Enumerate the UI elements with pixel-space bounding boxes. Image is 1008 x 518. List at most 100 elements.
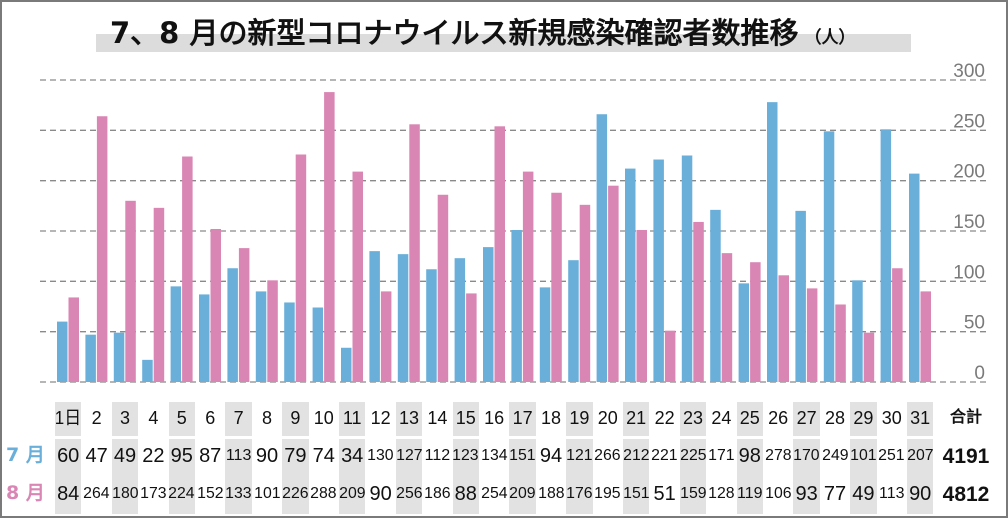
column-shade [566, 402, 593, 436]
day-label: 29 [849, 404, 877, 432]
august-value-text: 186 [424, 485, 451, 502]
day-label: 2 [82, 404, 110, 432]
august-value: 152 [196, 479, 224, 509]
july-value-text: 94 [539, 445, 563, 467]
day-label: 19 [565, 404, 593, 432]
column-shade [736, 402, 763, 436]
bar-august-9 [295, 154, 307, 382]
august-value-text: 176 [566, 485, 593, 502]
july-value-text: 123 [452, 447, 479, 464]
column-shade [225, 402, 252, 436]
august-value: 93 [792, 479, 820, 509]
bar-august-21 [636, 229, 647, 382]
day-label-text: 16 [484, 408, 505, 428]
bar-august-10 [324, 92, 335, 382]
column-shade [907, 402, 934, 436]
day-label: 6 [196, 404, 224, 432]
column-shade [395, 402, 423, 436]
bar-july-24 [710, 209, 721, 382]
bar-august-28 [835, 304, 846, 382]
column-shade [339, 402, 366, 436]
august-value: 226 [281, 479, 309, 509]
august-value: 176 [565, 479, 593, 509]
august-value: 106 [764, 479, 792, 509]
day-label: 23 [679, 404, 707, 432]
day-label: 15 [452, 404, 480, 432]
bar-july-8 [255, 291, 267, 382]
july-value-text: 90 [255, 445, 279, 467]
day-label: 8 [253, 404, 281, 432]
column-shade [623, 402, 650, 436]
bar-july-27 [795, 210, 806, 382]
column-shade [679, 402, 707, 436]
july-value-text: 60 [57, 445, 80, 467]
column-shade [395, 439, 423, 514]
day-label-text: 5 [176, 408, 187, 428]
august-value-text: 188 [537, 485, 565, 502]
august-value: 128 [707, 479, 735, 509]
bar-july-15 [454, 258, 466, 382]
day-label: 21 [622, 404, 650, 432]
july-value: 112 [423, 441, 451, 471]
bar-august-20 [608, 185, 619, 382]
day-label-text: 10 [313, 408, 334, 428]
july-value: 90 [253, 441, 281, 471]
august-total-text: 4812 [942, 482, 990, 506]
bar-july-11 [341, 347, 352, 382]
day-label-text: 7 [233, 408, 244, 428]
chart-title-text: 7、8 月の新型コロナウイルス新規感染確認者数推移 [110, 16, 799, 50]
august-value-text: 77 [823, 483, 847, 505]
august-value-text: 90 [369, 483, 392, 505]
july-value: 171 [707, 441, 735, 471]
day-label: 12 [366, 404, 394, 432]
total-header-text: 合計 [949, 409, 982, 426]
july-value: 95 [168, 441, 196, 471]
column-shade [850, 402, 877, 436]
day-label: 13 [395, 404, 423, 432]
bar-august-6 [210, 228, 221, 382]
july-value: 266 [594, 441, 622, 471]
july-value-text: 49 [113, 445, 137, 467]
august-value: 133 [224, 479, 252, 509]
day-label-text: 13 [398, 408, 419, 428]
bar-july-16 [483, 247, 494, 382]
bar-july-21 [625, 168, 636, 382]
july-value-text: 87 [199, 445, 222, 467]
bar-august-4 [153, 207, 165, 382]
bar-july-9 [284, 302, 295, 382]
august-value-text: 90 [909, 483, 932, 505]
day-label: 14 [423, 404, 451, 432]
y-tick-label: 50 [964, 313, 985, 334]
august-value: 51 [650, 479, 678, 509]
column-shade [111, 439, 139, 514]
day-label-text: 26 [768, 408, 789, 428]
day-label-text: 4 [148, 408, 159, 428]
july-value: 130 [366, 441, 394, 471]
bar-august-16 [494, 126, 505, 382]
july-value-text: 212 [622, 447, 650, 464]
bar-july-20 [596, 114, 608, 382]
bar-july-18 [539, 287, 551, 382]
day-label-text: 1日 [54, 408, 82, 428]
column-shade [55, 439, 82, 514]
day-label-text: 30 [881, 408, 902, 428]
column-shade [907, 439, 934, 514]
july-row-label: 7 月 [6, 444, 45, 466]
august-value-text: 173 [140, 485, 167, 502]
column-shade [736, 439, 763, 514]
column-shade [111, 402, 139, 436]
august-value-text: 152 [196, 485, 224, 502]
bar-august-30 [892, 268, 903, 382]
day-label-text: 8 [261, 408, 272, 428]
day-label-text: 17 [512, 408, 533, 428]
day-label: 22 [650, 404, 678, 432]
day-label-text: 31 [910, 408, 931, 428]
august-value-text: 49 [852, 483, 875, 505]
july-value: 170 [792, 441, 820, 471]
july-value-text: 225 [679, 447, 707, 464]
day-label: 30 [878, 404, 906, 432]
august-value: 188 [537, 479, 565, 509]
august-value: 90 [906, 479, 934, 509]
